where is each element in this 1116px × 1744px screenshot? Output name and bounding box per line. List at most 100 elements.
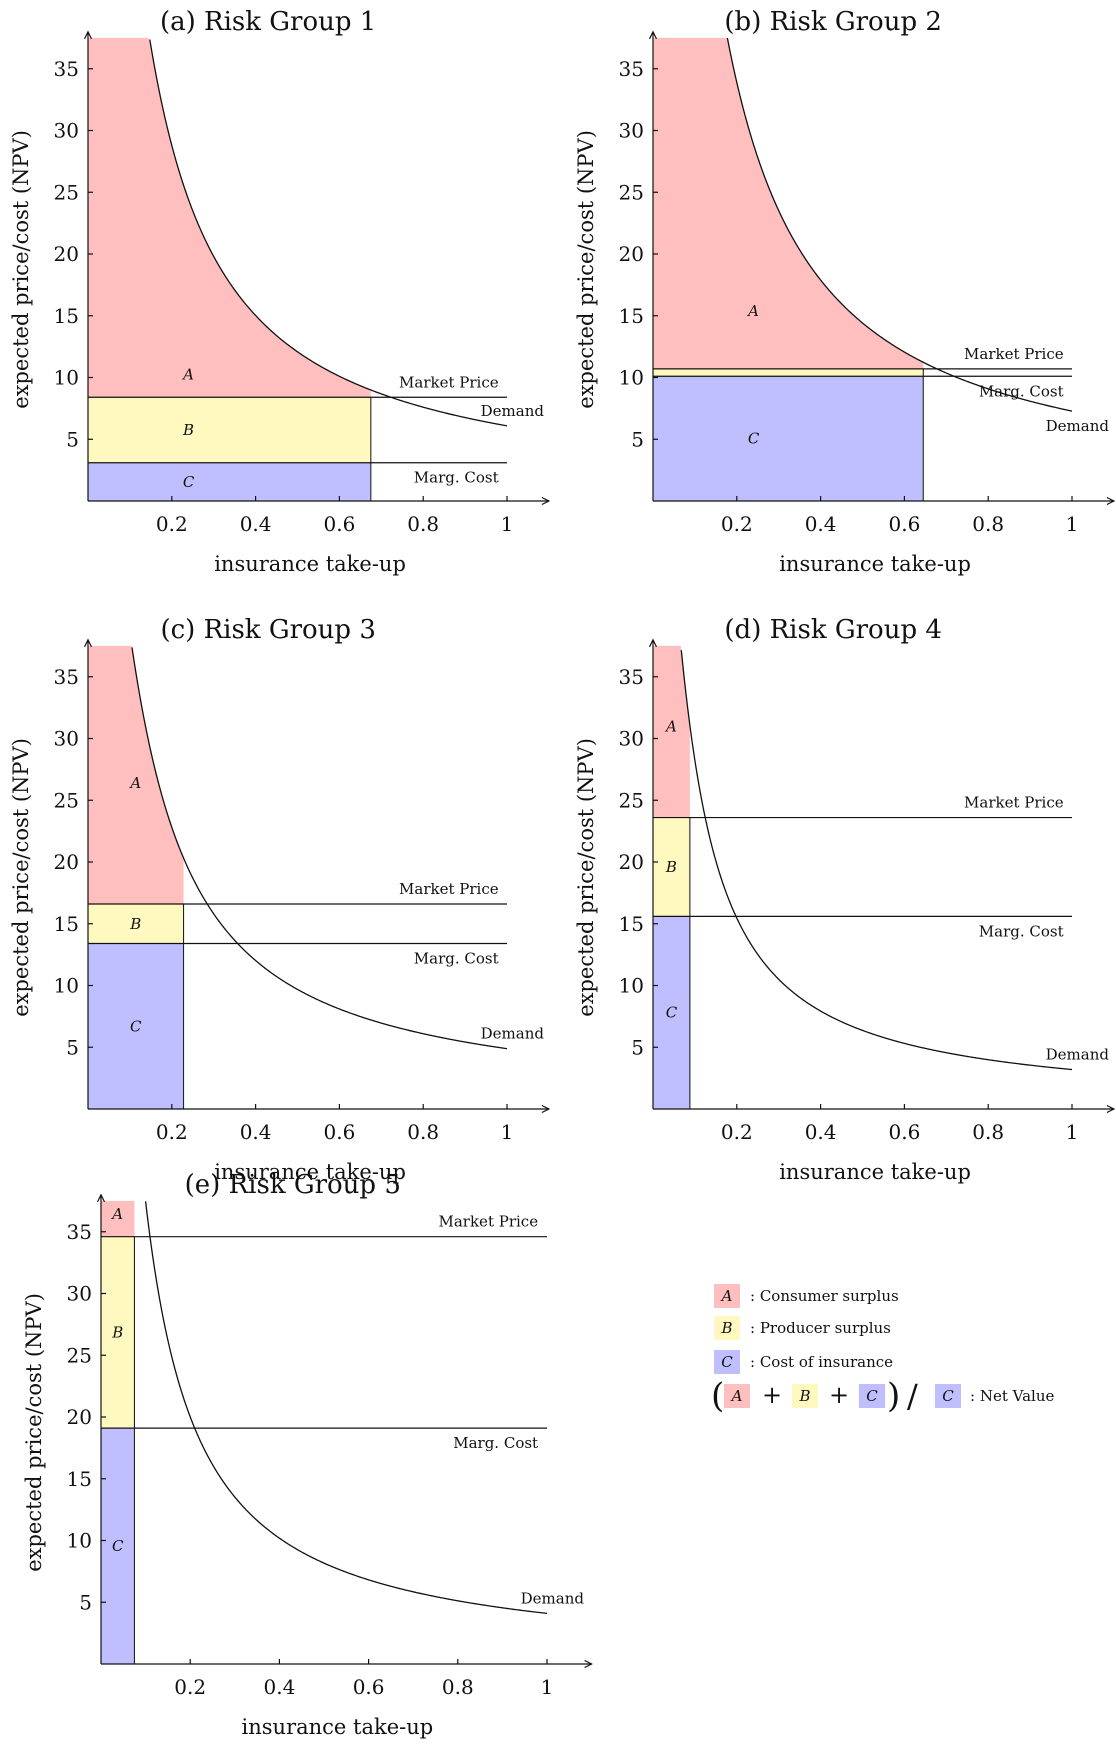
y-tick-label: 30 [619,727,644,751]
region-a-label: A [664,718,677,736]
y-tick-label: 5 [631,1035,644,1059]
x-axis-label: insurance take-up [214,1160,406,1184]
legend-swatch-a [714,1284,740,1308]
demand-label: Demand [481,1025,545,1043]
y-tick-label: 35 [619,57,644,81]
legend-net-value-formula: ( A + B + C ) / C : Net Value [711,1376,1054,1416]
panel-title: (c) Risk Group 3 [160,615,375,645]
formula-term-a: A [730,1387,743,1405]
marginal-cost-label: Marg. Cost [414,469,499,487]
x-tick-label: 1 [501,512,514,536]
y-tick-label: 15 [54,304,79,328]
legend-text-cost-of-insurance: : Cost of insurance [750,1353,893,1371]
y-tick-label: 30 [54,119,79,143]
y-tick-label: 20 [619,850,644,874]
y-axis-label: expected price/cost (NPV) [22,1293,46,1572]
y-tick-label: 10 [619,366,644,390]
x-axis-arrow [1106,1104,1116,1114]
formula-plus-1: + [762,1381,782,1409]
market-price-label: Market Price [399,373,499,391]
region-b-label: B [665,858,677,876]
region-c-cost-of-insurance [653,376,924,501]
legend: A : Consumer surplus B : Producer surplu… [711,1284,1054,1416]
x-tick-label: 0.6 [888,512,920,536]
x-tick-label: 0.4 [240,512,272,536]
y-tick-label: 10 [619,974,644,998]
x-tick-label: 0.8 [442,1675,474,1699]
formula-close-paren: ) [887,1376,900,1416]
x-tick-label: 0.6 [323,1120,355,1144]
formula-net-value-text: : Net Value [970,1387,1054,1405]
region-b-producer-surplus [88,903,184,944]
y-tick-label: 30 [67,1282,92,1306]
y-axis-arrow [83,638,93,648]
y-tick-label: 35 [619,665,644,689]
x-tick-label: 0.6 [888,1120,920,1144]
y-tick-label: 30 [619,119,644,143]
legend-text-producer-surplus: : Producer surplus [750,1319,891,1337]
x-axis-label: insurance take-up [779,552,971,576]
y-tick-label: 25 [67,1343,92,1367]
y-tick-label: 20 [67,1405,92,1429]
region-c-cost-of-insurance [88,943,184,1109]
formula-swatch-c [859,1384,885,1408]
x-axis-label: insurance take-up [242,1715,434,1739]
region-c-label: C [130,1017,142,1035]
y-axis-label: expected price/cost (NPV) [9,130,33,409]
region-c-label: C [748,430,760,448]
region-c-label: C [112,1537,124,1555]
formula-plus-2: + [829,1381,849,1409]
legend-item-producer-surplus: B : Producer surplus [714,1316,891,1340]
panel-title: (d) Risk Group 4 [724,615,942,645]
y-tick-label: 20 [619,242,644,266]
region-b-label: B [182,421,194,439]
y-axis-arrow [96,1193,106,1203]
y-tick-label: 10 [54,974,79,998]
region-a-consumer-surplus [88,37,371,398]
y-tick-label: 15 [67,1467,92,1491]
y-tick-label: 5 [66,1035,79,1059]
x-axis-arrow [541,1104,551,1114]
x-axis-label: insurance take-up [214,552,406,576]
region-a-consumer-surplus [653,37,924,369]
panel-title: (e) Risk Group 5 [185,1170,401,1200]
x-axis-arrow [541,496,551,506]
region-c-label: C [183,473,195,491]
formula-term-c: C [866,1387,878,1405]
legend-item-cost-of-insurance: C : Cost of insurance [714,1350,893,1374]
y-tick-label: 25 [619,788,644,812]
x-tick-label: 0.2 [721,512,753,536]
region-a-label: A [746,302,759,320]
region-c-cost-of-insurance [101,1428,135,1664]
x-tick-label: 0.8 [972,1120,1004,1144]
legend-key-c: C [721,1353,733,1371]
x-axis-label: insurance take-up [779,1160,971,1184]
demand-label: Demand [521,1589,585,1607]
x-tick-label: 0.2 [174,1675,206,1699]
region-b-producer-surplus [88,397,371,463]
x-tick-label: 1 [501,1120,514,1144]
x-tick-label: 1 [1066,1120,1079,1144]
y-tick-label: 20 [54,850,79,874]
y-tick-label: 15 [54,912,79,936]
marginal-cost-label: Marg. Cost [979,382,1064,400]
x-tick-label: 0.2 [156,512,188,536]
x-tick-label: 0.4 [263,1675,295,1699]
marginal-cost-label: Marg. Cost [414,950,499,968]
region-a-label: A [128,774,141,792]
market-price-label: Market Price [399,880,499,898]
region-c-cost-of-insurance [653,916,690,1109]
y-tick-label: 15 [619,304,644,328]
formula-swatch-divisor-c [935,1384,961,1408]
x-tick-label: 0.8 [407,1120,439,1144]
x-tick-label: 0.4 [805,1120,837,1144]
market-price-label: Market Price [439,1213,539,1231]
legend-key-a: A [720,1287,733,1305]
demand-curve [149,39,508,427]
region-c-label: C [666,1004,678,1022]
formula-divisor-c: C [942,1387,954,1405]
demand-curve [131,647,508,1050]
